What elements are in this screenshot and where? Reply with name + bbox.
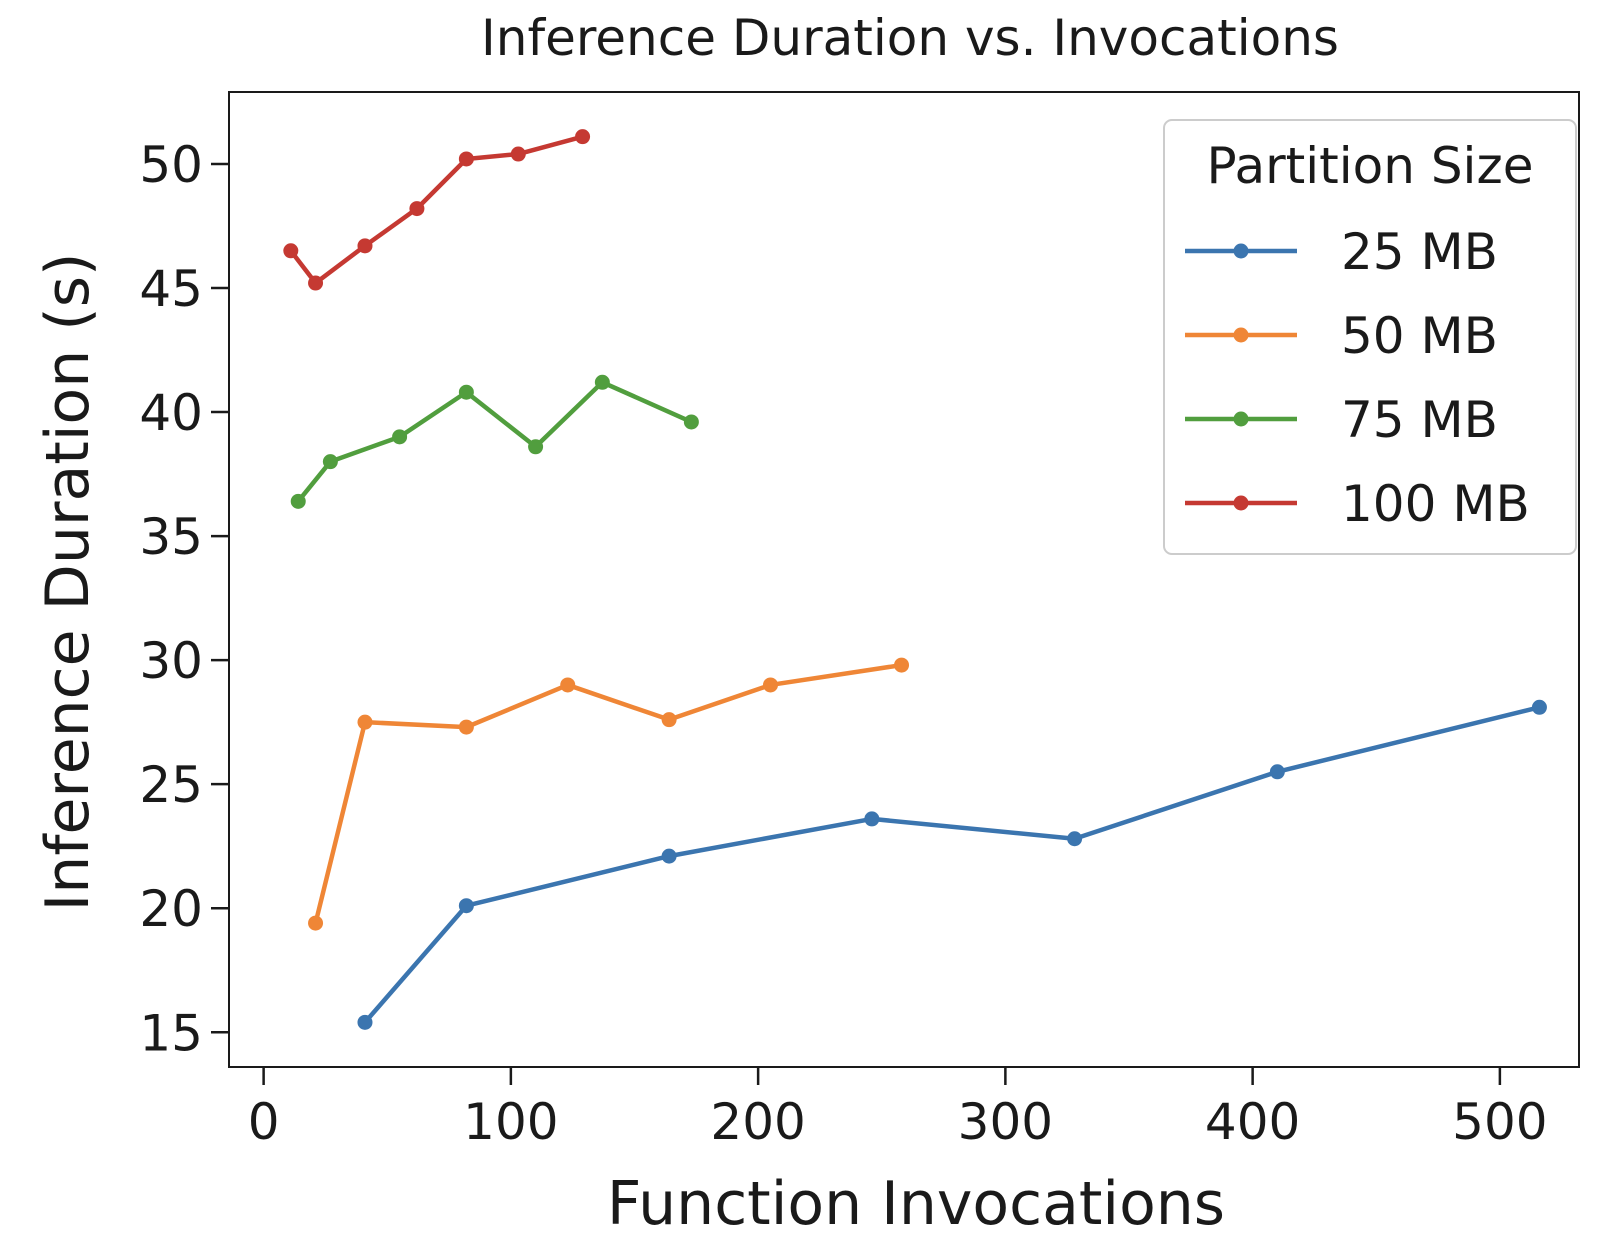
data-point-25-mb	[864, 811, 880, 827]
y-tick-label: 20	[139, 880, 203, 938]
series-line-100-mb	[288, 134, 585, 286]
x-tick-label: 0	[248, 1093, 280, 1151]
y-tick-label: 25	[139, 756, 203, 814]
data-point-75-mb	[594, 374, 610, 390]
data-point-100-mb	[510, 146, 526, 162]
y-tick-label: 15	[139, 1004, 203, 1062]
data-point-25-mb	[1067, 831, 1083, 847]
y-tick-label: 35	[139, 508, 203, 566]
y-tick-label: 30	[139, 632, 203, 690]
x-axis-label: Function Invocations	[607, 1169, 1225, 1239]
data-point-50-mb	[560, 677, 576, 693]
series-line-25-mb	[362, 705, 1542, 1025]
y-tick-label: 45	[139, 260, 203, 318]
legend-label-100-mb: 100 MB	[1341, 475, 1530, 533]
data-point-25-mb	[1269, 764, 1285, 780]
data-point-75-mb	[528, 439, 544, 455]
data-point-100-mb	[283, 243, 299, 259]
x-tick-label: 100	[463, 1093, 558, 1151]
y-tick-label: 50	[139, 136, 203, 194]
data-point-25-mb	[357, 1014, 373, 1030]
data-point-25-mb	[661, 848, 677, 864]
legend-marker-75-mb	[1233, 411, 1249, 427]
data-point-50-mb	[357, 714, 373, 730]
data-point-25-mb	[458, 898, 474, 914]
data-point-75-mb	[322, 454, 338, 470]
x-axis: 0 100 200 300 400 500	[248, 1067, 1548, 1151]
data-point-100-mb	[458, 151, 474, 167]
data-point-50-mb	[661, 712, 677, 728]
data-point-50-mb	[762, 677, 778, 693]
data-point-50-mb	[458, 719, 474, 735]
plot-area-frame	[228, 91, 1580, 1068]
x-tick-label: 400	[1205, 1093, 1300, 1151]
legend-title: Partition Size	[1207, 137, 1534, 195]
x-tick-label: 200	[710, 1093, 805, 1151]
data-point-100-mb	[308, 275, 324, 291]
y-axis: 15 20 25 30 35 40 45 50	[139, 136, 229, 1062]
legend-label-50-mb: 50 MB	[1341, 307, 1498, 365]
y-axis-label: Inference Duration (s)	[33, 253, 103, 912]
legend-label-75-mb: 75 MB	[1341, 391, 1498, 449]
x-tick-label: 500	[1452, 1093, 1547, 1151]
legend-marker-25-mb	[1233, 243, 1249, 259]
legend: Partition Size 25 MB 50 MB 75 MB 100 MB	[1163, 119, 1577, 555]
data-point-75-mb	[458, 384, 474, 400]
data-point-100-mb	[409, 201, 425, 217]
legend-frame	[1163, 119, 1577, 555]
series-layer	[283, 129, 1547, 1030]
legend-label-25-mb: 25 MB	[1341, 223, 1498, 281]
series-line-50-mb	[313, 662, 904, 926]
data-point-100-mb	[575, 129, 591, 145]
data-point-25-mb	[1531, 699, 1547, 715]
legend-marker-50-mb	[1233, 327, 1249, 343]
data-point-75-mb	[392, 429, 408, 445]
data-point-75-mb	[290, 493, 306, 509]
data-point-100-mb	[357, 238, 373, 254]
y-tick-label: 40	[139, 384, 203, 442]
data-point-75-mb	[683, 414, 699, 430]
x-tick-label: 300	[958, 1093, 1053, 1151]
chart-title: Inference Duration vs. Invocations	[481, 9, 1339, 67]
data-point-50-mb	[894, 657, 910, 673]
legend-marker-100-mb	[1233, 495, 1249, 511]
series-line-75-mb	[295, 380, 694, 504]
data-point-50-mb	[308, 915, 324, 931]
